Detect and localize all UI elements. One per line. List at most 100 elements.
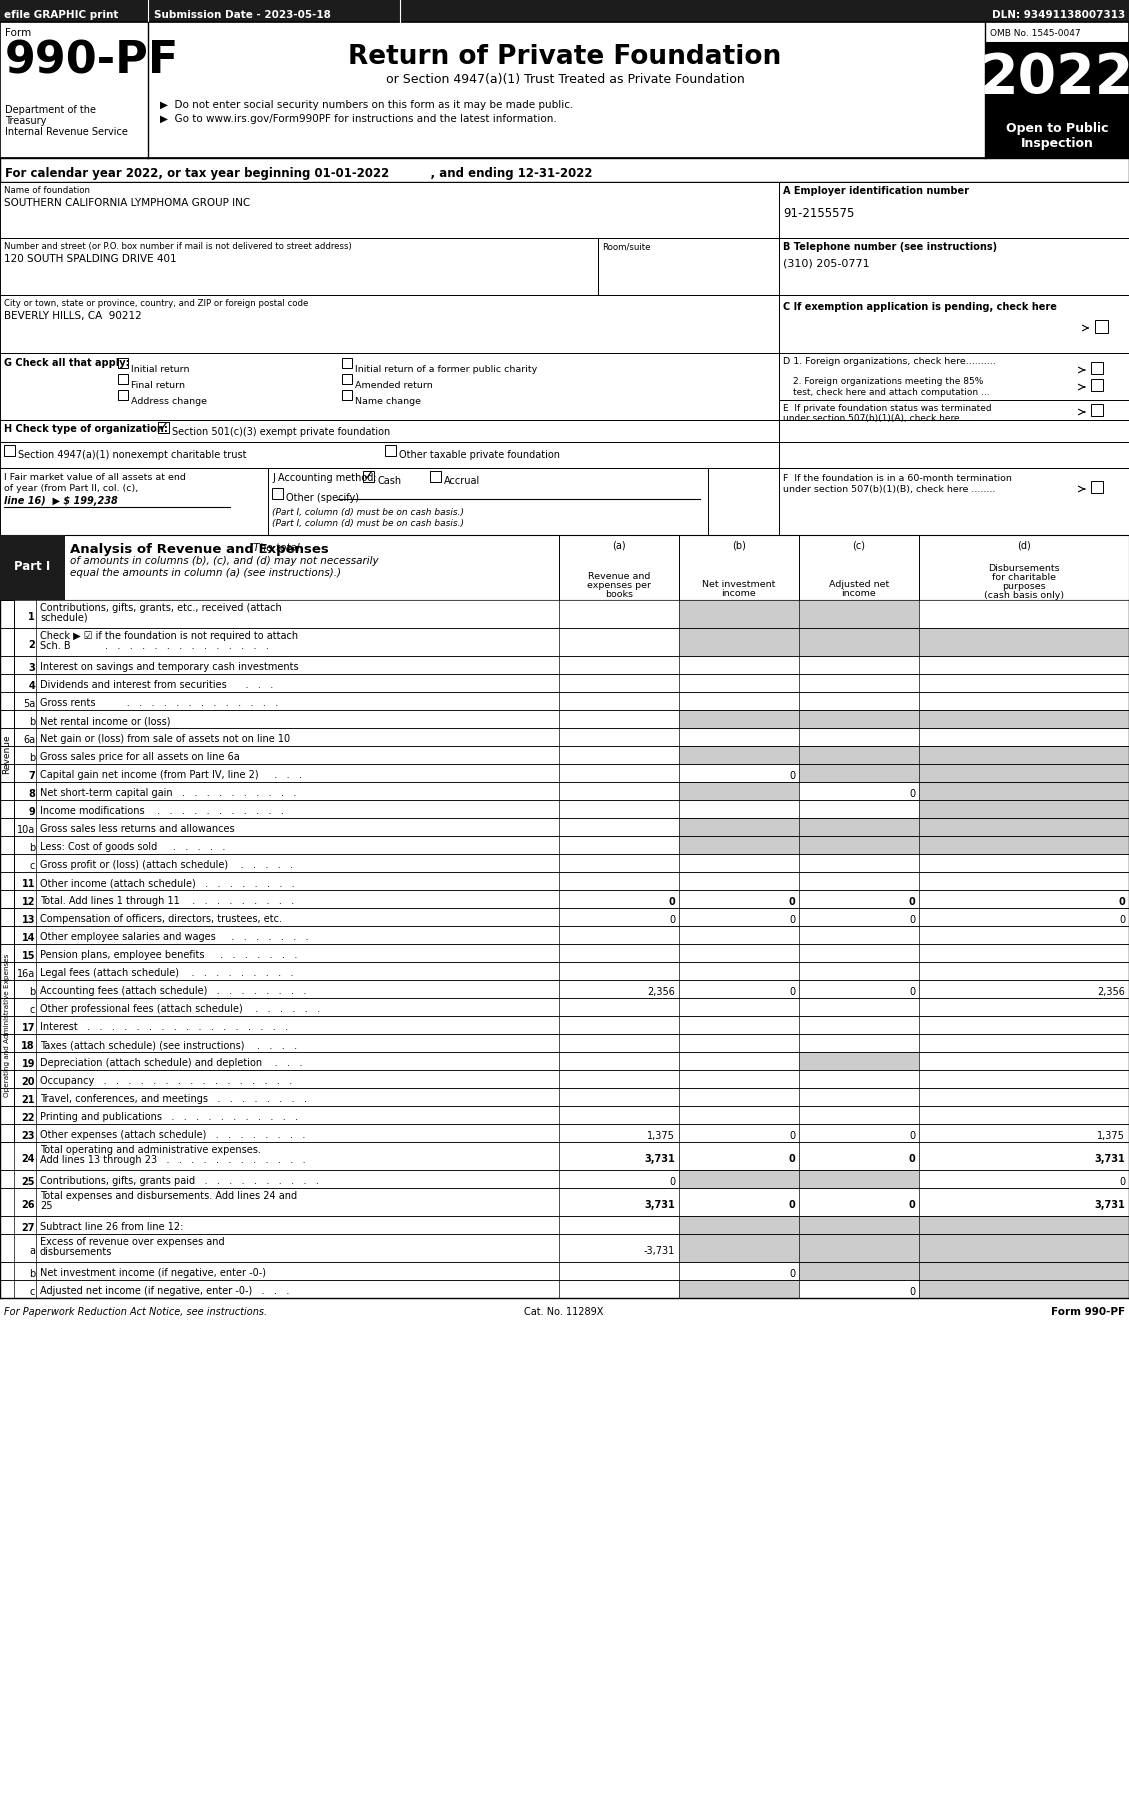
- Bar: [14, 1170, 1129, 1188]
- Text: Gross sales less returns and allowances: Gross sales less returns and allowances: [40, 823, 235, 834]
- Bar: [14, 674, 1129, 692]
- Text: (310) 205-0771: (310) 205-0771: [784, 257, 869, 268]
- Bar: [14, 1124, 1129, 1142]
- Text: expenses per: expenses per: [587, 581, 651, 590]
- Text: 0: 0: [1119, 915, 1124, 924]
- Bar: [919, 1262, 1129, 1280]
- Bar: [119, 358, 128, 369]
- Text: Net rental income or (loss): Net rental income or (loss): [40, 716, 170, 726]
- Text: Interest   .   .   .   .   .   .   .   .   .   .   .   .   .   .   .   .   .: Interest . . . . . . . . . . . . . . . .…: [40, 1021, 288, 1032]
- Bar: [779, 421, 1129, 442]
- Bar: [799, 764, 919, 782]
- Text: Revenue: Revenue: [2, 734, 11, 773]
- Bar: [779, 352, 1129, 421]
- Text: Part I: Part I: [14, 561, 50, 574]
- Text: SOUTHERN CALIFORNIA LYMPHOMA GROUP INC: SOUTHERN CALIFORNIA LYMPHOMA GROUP INC: [5, 198, 251, 209]
- Text: equal the amounts in column (a) (see instructions).): equal the amounts in column (a) (see ins…: [70, 568, 341, 577]
- Text: Amended return: Amended return: [355, 381, 432, 390]
- Bar: [779, 295, 1129, 352]
- Text: Excess of revenue over expenses and: Excess of revenue over expenses and: [40, 1237, 225, 1248]
- Text: under section 507(b)(1)(B), check here ........: under section 507(b)(1)(B), check here .…: [784, 485, 996, 494]
- Bar: [14, 746, 1129, 764]
- Text: income: income: [841, 590, 876, 599]
- Text: Less: Cost of goods sold     .   .   .   .   .: Less: Cost of goods sold . . . . .: [40, 841, 226, 852]
- Bar: [1091, 482, 1103, 493]
- Bar: [799, 1170, 919, 1188]
- Text: 0: 0: [788, 897, 795, 906]
- Text: b: b: [28, 1269, 35, 1278]
- Text: Compensation of officers, directors, trustees, etc.: Compensation of officers, directors, tru…: [40, 913, 282, 924]
- Bar: [14, 1215, 1129, 1233]
- Bar: [0, 467, 268, 536]
- Text: Add lines 13 through 23   .   .   .   .   .   .   .   .   .   .   .   .: Add lines 13 through 23 . . . . . . . . …: [40, 1154, 306, 1165]
- Bar: [919, 800, 1129, 818]
- Text: Taxes (attach schedule) (see instructions)    .   .   .   .: Taxes (attach schedule) (see instruction…: [40, 1039, 297, 1050]
- Text: schedule): schedule): [40, 613, 88, 622]
- Text: c: c: [29, 1287, 35, 1296]
- Text: Other expenses (attach schedule)   .   .   .   .   .   .   .   .: Other expenses (attach schedule) . . . .…: [40, 1129, 305, 1140]
- Text: 3,731: 3,731: [1094, 1154, 1124, 1163]
- Bar: [919, 1280, 1129, 1298]
- Text: b: b: [28, 753, 35, 762]
- Text: 2: 2: [28, 640, 35, 651]
- Text: (a): (a): [612, 541, 625, 550]
- Bar: [14, 656, 1129, 674]
- Text: (The total: (The total: [246, 543, 300, 554]
- Text: Net short-term capital gain   .   .   .   .   .   .   .   .   .   .: Net short-term capital gain . . . . . . …: [40, 788, 297, 798]
- Text: (Part I, column (d) must be on cash basis.): (Part I, column (d) must be on cash basi…: [272, 509, 464, 518]
- Text: Capital gain net income (from Part IV, line 2)     .   .   .: Capital gain net income (from Part IV, l…: [40, 770, 301, 780]
- Text: Depreciation (attach schedule) and depletion    .   .   .: Depreciation (attach schedule) and deple…: [40, 1057, 303, 1068]
- Text: Other employee salaries and wages     .   .   .   .   .   .   .: Other employee salaries and wages . . . …: [40, 931, 308, 942]
- Text: Department of the: Department of the: [5, 104, 96, 115]
- Text: Pension plans, employee benefits     .   .   .   .   .   .   .: Pension plans, employee benefits . . . .…: [40, 949, 297, 960]
- Text: Net gain or (loss) from sale of assets not on line 10: Net gain or (loss) from sale of assets n…: [40, 734, 290, 744]
- Text: 26: 26: [21, 1199, 35, 1210]
- Text: J Accounting method:: J Accounting method:: [272, 473, 377, 484]
- Bar: [1091, 405, 1103, 415]
- Text: c: c: [29, 861, 35, 870]
- Text: Room/suite: Room/suite: [602, 243, 650, 252]
- Bar: [14, 764, 1129, 782]
- Text: 0: 0: [789, 915, 795, 924]
- Text: 0: 0: [668, 897, 675, 906]
- Bar: [14, 944, 1129, 962]
- Bar: [984, 113, 1129, 158]
- Text: Internal Revenue Service: Internal Revenue Service: [5, 128, 128, 137]
- Text: 12: 12: [21, 897, 35, 906]
- Text: 20: 20: [21, 1077, 35, 1088]
- Text: 6a: 6a: [23, 735, 35, 744]
- Text: Open to Public
Inspection: Open to Public Inspection: [1006, 122, 1109, 149]
- Text: 8: 8: [28, 789, 35, 798]
- Text: (b): (b): [732, 541, 746, 550]
- Bar: [14, 926, 1129, 944]
- Bar: [14, 1280, 1129, 1298]
- Text: 15: 15: [21, 951, 35, 960]
- Text: 3: 3: [28, 663, 35, 672]
- Bar: [799, 746, 919, 764]
- Bar: [799, 628, 919, 656]
- Bar: [342, 390, 352, 399]
- Text: 9: 9: [28, 807, 35, 816]
- Bar: [679, 710, 799, 728]
- Bar: [679, 746, 799, 764]
- Text: Address change: Address change: [131, 397, 207, 406]
- Text: 0: 0: [789, 1269, 795, 1278]
- Text: 1: 1: [28, 611, 35, 622]
- Bar: [799, 710, 919, 728]
- Bar: [679, 1233, 799, 1262]
- Text: C If exemption application is pending, check here: C If exemption application is pending, c…: [784, 302, 1057, 313]
- Bar: [799, 818, 919, 836]
- Text: Gross rents          .   .   .   .   .   .   .   .   .   .   .   .   .: Gross rents . . . . . . . . . . . . .: [40, 698, 278, 708]
- Bar: [119, 374, 128, 385]
- Bar: [0, 22, 1129, 158]
- Bar: [14, 998, 1129, 1016]
- Bar: [14, 890, 1129, 908]
- Text: 0: 0: [909, 915, 914, 924]
- Text: (c): (c): [852, 541, 866, 550]
- Text: A Employer identification number: A Employer identification number: [784, 185, 969, 196]
- Text: books: books: [605, 590, 633, 599]
- Bar: [679, 1170, 799, 1188]
- Text: b: b: [28, 717, 35, 726]
- Text: DLN: 93491138007313: DLN: 93491138007313: [991, 11, 1124, 20]
- Text: G Check all that apply:: G Check all that apply:: [5, 358, 130, 369]
